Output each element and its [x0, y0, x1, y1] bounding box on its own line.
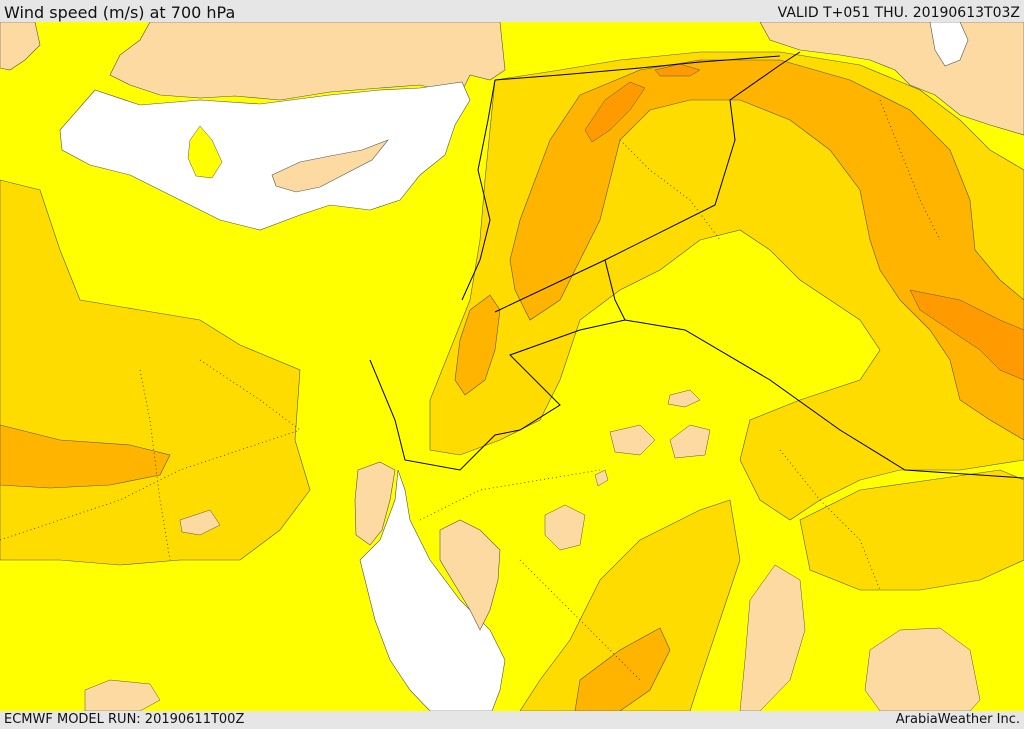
province-boundaries — [0, 99, 941, 681]
wind-band-max-east — [909, 289, 1024, 381]
map-title: Wind speed (m/s) at 700 hPa — [4, 3, 236, 22]
wind-speed-map — [0, 22, 1024, 711]
model-run: ECMWF MODEL RUN: 20190611T00Z — [4, 712, 245, 727]
wind-band-high-libya — [0, 424, 171, 489]
land-turkey — [109, 22, 506, 101]
land-patch-3 — [544, 504, 586, 551]
land-patch-7 — [667, 389, 701, 408]
land-patch-2 — [669, 424, 711, 459]
land-saudi-coast — [439, 519, 501, 631]
wind-band-max-north2 — [654, 63, 701, 77]
land-aegean — [0, 22, 41, 71]
credit-label: ArabiaWeather Inc. — [895, 712, 1020, 727]
wind-band-high-saudi — [574, 627, 671, 711]
land-sinai — [354, 461, 396, 546]
header-bar: Wind speed (m/s) at 700 hPa VALID T+051 … — [0, 0, 1024, 22]
country-borders — [369, 51, 1024, 479]
land-patch-8 — [179, 509, 221, 536]
land-patch-6 — [84, 679, 161, 711]
wind-band-mid-southeast — [799, 469, 1024, 591]
wind-band-high-arc — [509, 59, 1024, 441]
land-patch-1 — [609, 424, 656, 456]
wind-band-mid-south — [519, 499, 741, 711]
wind-band-high-jordan — [454, 294, 501, 396]
sea-mediterranean — [59, 81, 471, 231]
footer-bar: ECMWF MODEL RUN: 20190611T00Z ArabiaWeat… — [0, 711, 1024, 729]
land-cyprus-overlay — [271, 139, 389, 193]
sea-red-sea — [359, 469, 506, 711]
land-patch-9 — [594, 469, 609, 487]
land-patch-4 — [739, 564, 806, 711]
valid-time: VALID T+051 THU. 20190613T03Z — [777, 5, 1020, 21]
wind-band-max-north — [584, 81, 646, 143]
island-yellow — [187, 125, 223, 179]
land-patch-5 — [864, 627, 981, 711]
sea-caspian — [929, 22, 969, 67]
